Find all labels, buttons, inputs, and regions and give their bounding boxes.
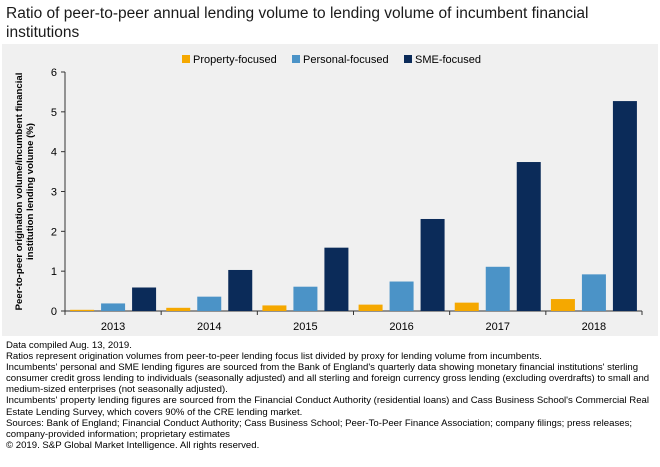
note-copyright: © 2019. S&P Global Market Intelligence. …	[6, 439, 260, 451]
bar-personal-focused-2014	[197, 296, 222, 311]
chart-panel: Property-focused Personal-focused SME-focu…	[2, 44, 658, 336]
bar-property-focused-2013	[70, 309, 95, 311]
bar-property-focused-2016	[358, 304, 383, 311]
bar-sme-focused-2013	[132, 287, 157, 311]
x-tick-label: 2013	[101, 321, 125, 333]
y-tick-label: 0	[51, 306, 57, 318]
note-ratio: Ratios represent origination volumes fro…	[6, 351, 542, 363]
note-date: Data compiled Aug. 13, 2019.	[6, 340, 132, 351]
bar-property-focused-2014	[166, 307, 191, 311]
x-tick-label: 2017	[486, 321, 510, 333]
x-tick-label: 2015	[293, 321, 317, 333]
note-property: Incumbents' property lending figures are…	[6, 395, 652, 418]
chart-title: Ratio of peer-to-peer annual lending vol…	[6, 5, 589, 41]
axes: 0 1 2 3 4 5 6 2013 2014 2015 2016 2017 2018	[51, 67, 643, 333]
y-axis-label-line: Peer-to-peer origination volume/incumben…	[14, 73, 25, 311]
y-tick-label: 1	[51, 266, 57, 278]
note-personal-sme: Incumbents' personal and SME lending fig…	[6, 362, 652, 396]
bar-personal-focused-2015	[293, 286, 318, 311]
y-axis-label: Peer-to-peer origination volume/incumben…	[14, 73, 36, 311]
y-axis-label-line: institution lending volume (%)	[25, 123, 36, 260]
bar-property-focused-2017	[454, 302, 479, 311]
y-tick-label: 4	[51, 147, 57, 159]
x-tick-label: 2018	[582, 321, 606, 333]
legend: Property-focused Personal-focused SME-focu…	[182, 54, 481, 66]
legend-label: SME-focused	[415, 54, 481, 66]
bar-personal-focused-2018	[581, 274, 606, 311]
footnotes: Data compiled Aug. 13, 2019. Ratios repr…	[6, 340, 656, 451]
note-sources: Sources: Bank of England; Financial Cond…	[6, 417, 635, 440]
bar-sme-focused-2015	[324, 247, 349, 311]
legend-swatch	[292, 55, 300, 63]
y-tick-label: 5	[51, 107, 57, 119]
y-tick-label: 6	[51, 67, 57, 79]
y-tick-label: 2	[51, 226, 57, 238]
x-tick-label: 2014	[197, 321, 221, 333]
bar-sme-focused-2016	[420, 218, 445, 311]
bar-sme-focused-2017	[516, 162, 541, 311]
bar-personal-focused-2013	[101, 303, 126, 311]
legend-swatch	[404, 55, 412, 63]
legend-swatch	[182, 55, 190, 63]
legend-label: Property-focused	[193, 54, 277, 66]
bar-sme-focused-2014	[228, 269, 253, 311]
bar-personal-focused-2016	[389, 281, 414, 311]
bar-personal-focused-2017	[485, 266, 510, 311]
x-tick-label: 2016	[389, 321, 413, 333]
bar-sme-focused-2018	[612, 101, 637, 311]
bars	[70, 101, 637, 311]
bar-property-focused-2018	[550, 299, 575, 311]
bar-property-focused-2015	[262, 305, 287, 311]
y-tick-label: 3	[51, 187, 57, 199]
legend-label: Personal-focused	[303, 54, 389, 66]
bar-chart: Property-focused Personal-focused SME-focu…	[14, 54, 643, 333]
